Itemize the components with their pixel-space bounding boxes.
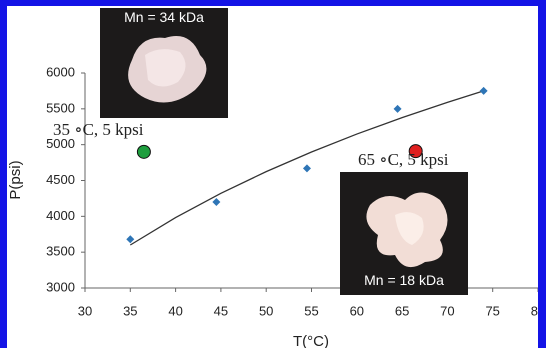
photo: Mn = 18 kDa <box>340 172 468 295</box>
x-tick-label: 45 <box>214 303 228 318</box>
y-tick-label: 3500 <box>46 244 75 259</box>
y-tick-label: 3000 <box>46 279 75 294</box>
x-tick-label: 35 <box>123 303 137 318</box>
chart: 3000350040004500500055006000303540455055… <box>0 0 546 348</box>
x-tick-label: 50 <box>259 303 273 318</box>
annotation: 35 ∘C, 5 kpsi <box>53 120 144 139</box>
frame-top <box>0 0 546 6</box>
x-axis-title: T(°C) <box>293 333 329 348</box>
x-tick-label: 75 <box>485 303 499 318</box>
x-tick-label: 30 <box>78 303 92 318</box>
highlight-point <box>137 145 150 158</box>
y-tick-label: 4500 <box>46 172 75 187</box>
photo: Mn = 34 kDa <box>100 8 228 118</box>
x-tick-label: 40 <box>168 303 182 318</box>
x-tick-label: 65 <box>395 303 409 318</box>
x-tick-label: 55 <box>304 303 318 318</box>
photo-label: Mn = 34 kDa <box>124 9 204 25</box>
y-tick-label: 6000 <box>46 64 75 79</box>
y-tick-label: 5500 <box>46 100 75 115</box>
y-tick-label: 4000 <box>46 208 75 223</box>
photo-label: Mn = 18 kDa <box>364 272 444 288</box>
frame-left <box>0 0 7 348</box>
annotation: 65 ∘C, 5 kpsi <box>358 150 449 169</box>
x-tick-label: 70 <box>440 303 454 318</box>
frame-right <box>538 0 546 348</box>
y-axis-title: P(psi) <box>7 160 24 199</box>
x-tick-label: 60 <box>350 303 364 318</box>
